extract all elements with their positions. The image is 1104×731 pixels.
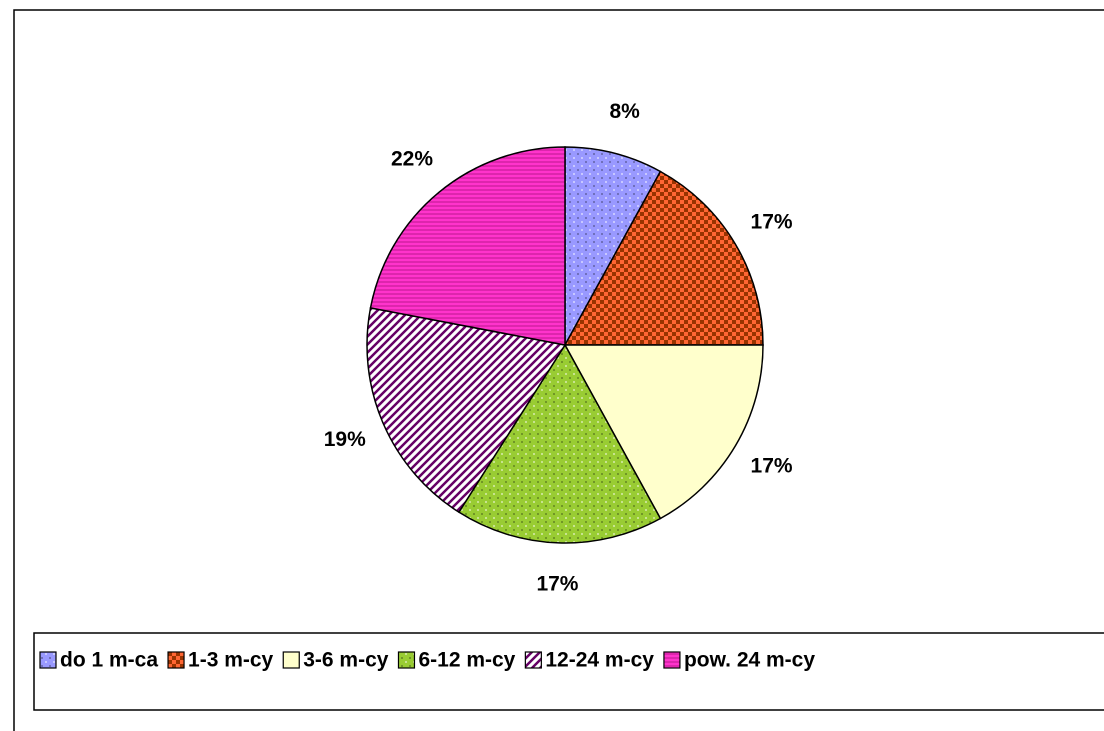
legend-label: 6-12 m-cy <box>418 649 515 672</box>
data-label: 17% <box>751 210 793 233</box>
legend-label: 12-24 m-cy <box>545 649 654 672</box>
data-label: 8% <box>610 100 641 123</box>
legend-label: pow. 24 m-cy <box>684 649 815 672</box>
pie-slice <box>366 307 567 514</box>
legend-swatch <box>663 651 681 669</box>
pie-slice <box>369 146 566 346</box>
legend-swatch <box>282 651 300 669</box>
legend-swatch <box>39 651 57 669</box>
data-label: 17% <box>751 455 793 478</box>
pie-slice <box>457 343 662 544</box>
legend-label: 3-6 m-cy <box>303 649 389 672</box>
legend-box <box>33 632 1104 711</box>
legend-label: 1-3 m-cy <box>188 649 274 672</box>
legend-swatch <box>397 651 416 669</box>
chart-frame <box>13 9 1104 731</box>
pie-slice <box>564 146 662 346</box>
pie-slice <box>563 344 764 520</box>
data-label: 22% <box>391 148 433 171</box>
pie-slice <box>563 170 764 346</box>
legend-swatch <box>524 651 542 669</box>
legend-label: do 1 m-ca <box>60 649 158 672</box>
data-label: 17% <box>536 572 578 595</box>
legend-swatch <box>167 651 185 669</box>
data-label: 19% <box>324 428 366 451</box>
